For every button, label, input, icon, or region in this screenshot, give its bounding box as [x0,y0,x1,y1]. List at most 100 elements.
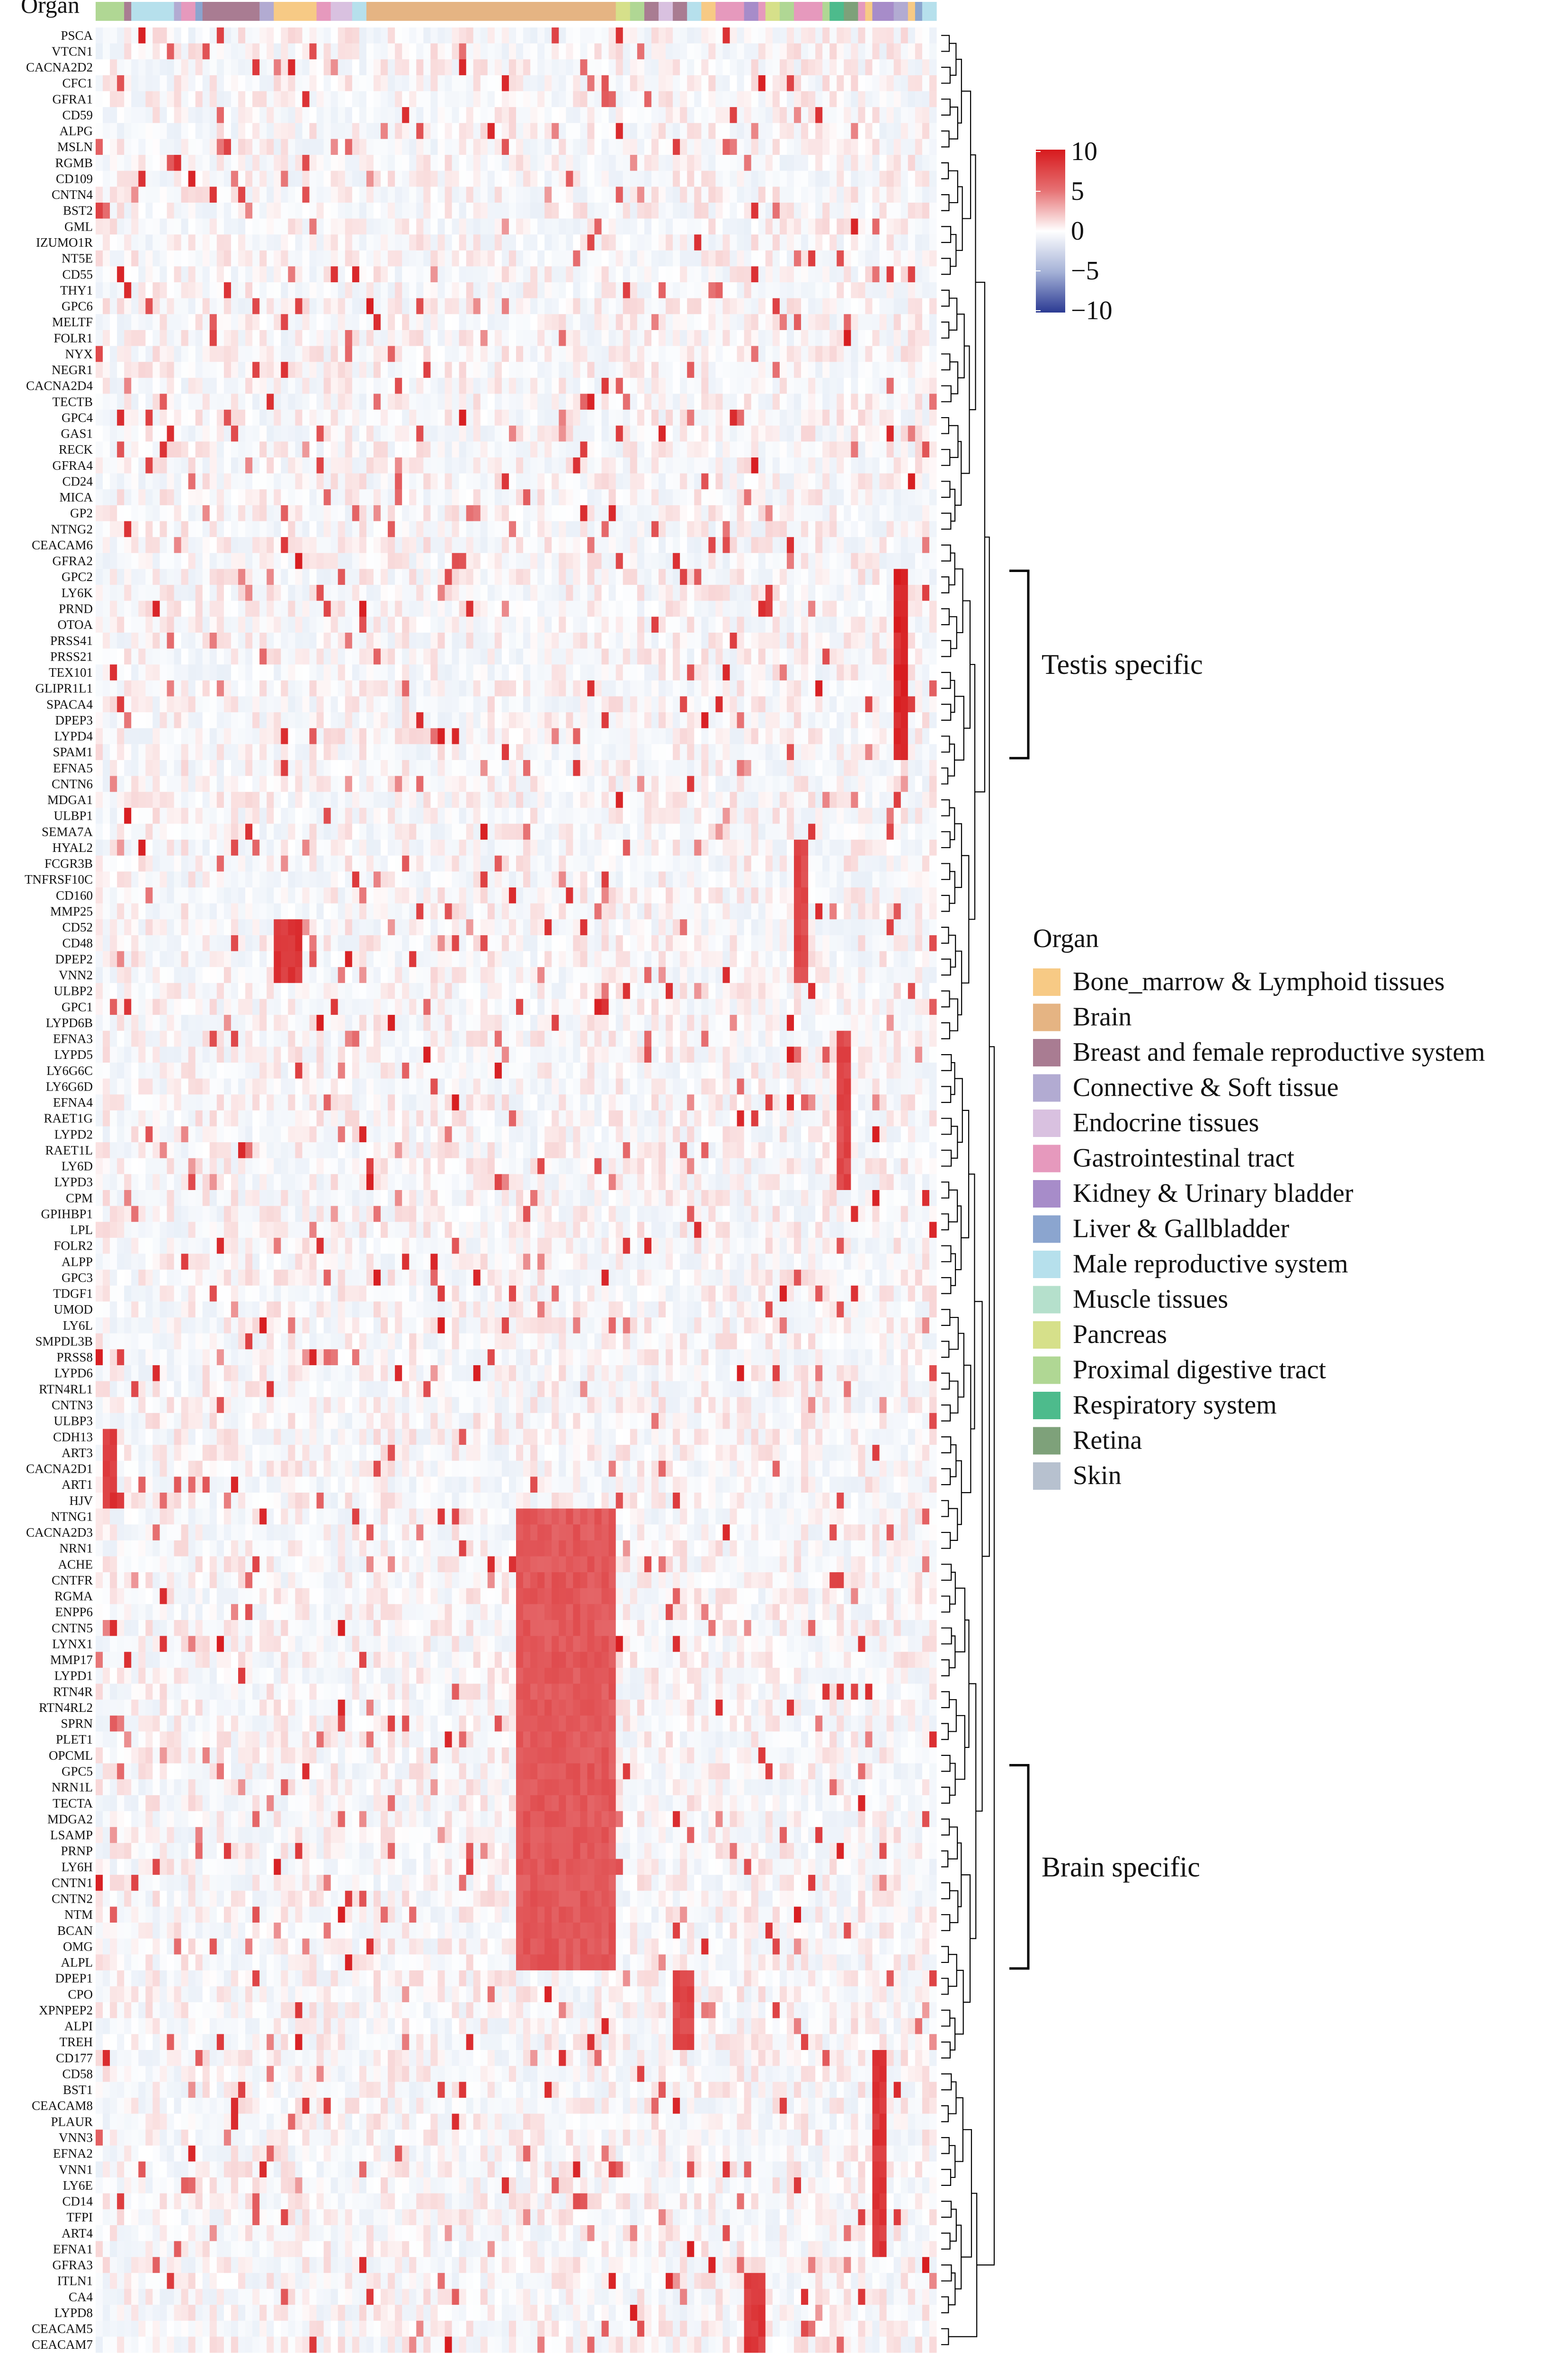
heatmap-cell [815,569,823,585]
heatmap-cell [366,187,374,203]
heatmap-cell [908,123,916,139]
heatmap-cell [145,139,153,155]
organ-annotation-cell [737,2,745,21]
heatmap-cell [908,569,916,585]
organ-annotation-cell [587,2,595,21]
heatmap-cell [202,27,210,44]
heatmap-cell [779,298,787,314]
heatmap-cell [174,75,182,92]
heatmap-cell [216,91,224,107]
heatmap-cell [915,425,923,442]
heatmap-cell [908,234,916,251]
heatmap-cell [309,282,317,299]
heatmap-cell [893,632,901,649]
heatmap-cell [117,521,125,537]
heatmap-cell [858,394,865,410]
heatmap-cell [844,75,851,92]
heatmap-cell [893,266,901,283]
heatmap-cell [445,250,453,267]
heatmap-cell [615,298,624,314]
heatmap-cell [893,585,901,601]
heatmap-cell [402,282,410,299]
heatmap-cell [829,569,837,585]
heatmap-cell [530,298,538,314]
heatmap-cell [559,250,566,267]
heatmap-cell [544,617,552,633]
heatmap-cell [623,505,631,522]
heatmap-cell [259,648,267,665]
heatmap-cell [922,27,930,44]
heatmap-cell [673,330,680,347]
heatmap-cell [765,664,773,681]
heatmap-cell [659,139,666,155]
heatmap-cell [473,282,481,299]
heatmap-cell [666,521,673,537]
organ-annotation-cell [858,2,866,21]
heatmap-cell [751,346,759,362]
heatmap-cell [915,91,923,107]
heatmap-cell [872,187,880,203]
heatmap-cell [659,298,666,314]
heatmap-cell [737,664,745,681]
heatmap-cell [117,139,125,155]
heatmap-cell [96,377,103,394]
heatmap-cell [259,187,267,203]
heatmap-cell [295,362,303,378]
heatmap-cell [202,441,210,458]
heatmap-cell [644,441,652,458]
heatmap-cell [181,410,189,426]
heatmap-cell [508,632,517,649]
heatmap-cell [523,425,531,442]
heatmap-cell [430,139,438,155]
heatmap-cell [366,314,374,331]
heatmap-cell [473,394,481,410]
heatmap-cell [673,43,680,60]
heatmap-cell [416,505,424,522]
heatmap-cell [872,59,880,76]
heatmap-cell [580,107,588,124]
heatmap-cell [381,250,388,267]
heatmap-cell [359,489,367,506]
heatmap-cell [872,250,880,267]
heatmap-cell [523,202,531,219]
heatmap-cell [922,648,930,665]
heatmap-cell [309,139,317,155]
heatmap-cell [844,202,851,219]
heatmap-cell [552,569,559,585]
heatmap-cell [452,457,460,474]
heatmap-cell [174,170,182,187]
heatmap-cell [223,330,232,347]
heatmap-cell [202,330,210,347]
heatmap-cell [323,457,331,474]
heatmap-cell [231,75,239,92]
heatmap-cell [352,680,360,697]
heatmap-cell [530,75,538,92]
heatmap-cell [252,314,260,331]
heatmap-cell [238,585,246,601]
heatmap-cell [381,123,388,139]
heatmap-cell [680,394,687,410]
organ-annotation-cell [466,2,474,21]
heatmap-cell [309,600,317,617]
heatmap-cell [758,521,766,537]
heatmap-cell [673,107,680,124]
heatmap-cell [330,346,339,362]
heatmap-cell [623,648,631,665]
heatmap-cell [530,377,538,394]
heatmap-cell [644,282,652,299]
heatmap-cell [223,170,232,187]
heatmap-cell [402,394,410,410]
heatmap-cell [666,489,673,506]
heatmap-cell [822,91,830,107]
heatmap-cell [138,505,146,522]
heatmap-cell [430,266,438,283]
heatmap-cell [202,75,210,92]
heatmap-cell [580,170,588,187]
heatmap-cell [722,585,731,601]
heatmap-cell [523,489,531,506]
heatmap-cell [96,410,103,426]
heatmap-cell [302,441,310,458]
heatmap-cell [138,585,146,601]
heatmap-cell [608,234,616,251]
heatmap-cell [459,139,467,155]
